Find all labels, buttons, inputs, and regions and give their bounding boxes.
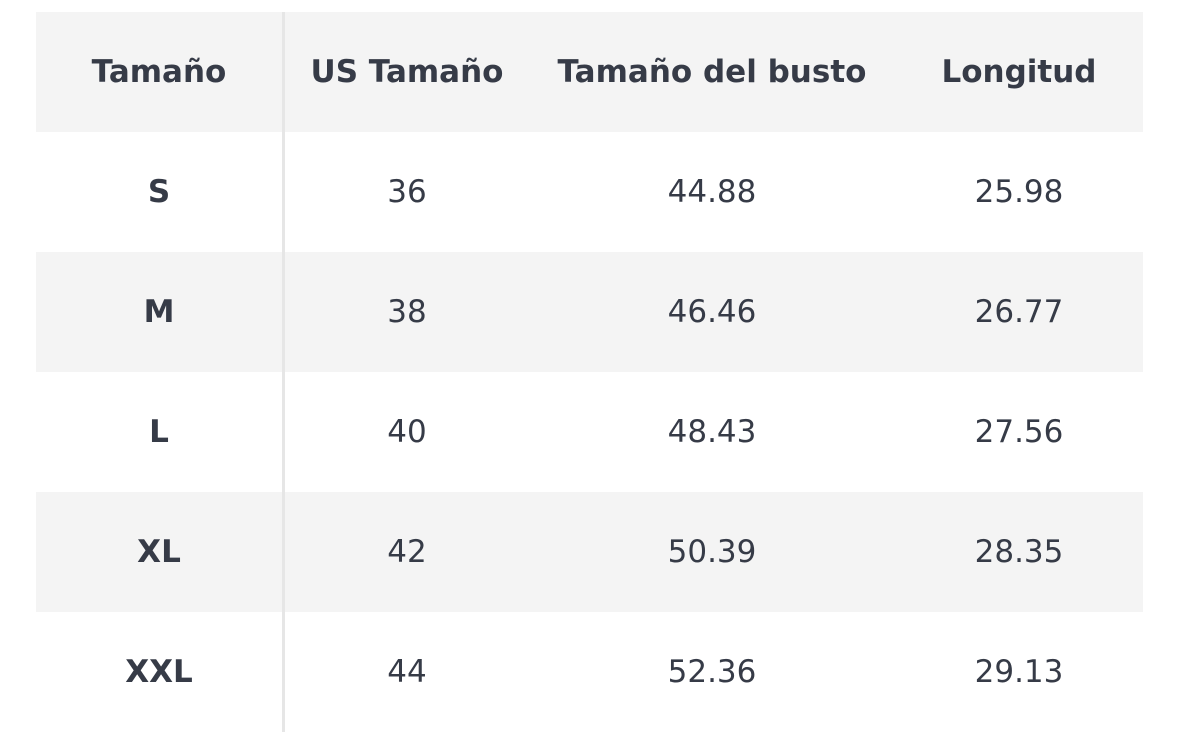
table-row: XL 42 50.39 28.35 xyxy=(36,492,1143,612)
table-cell: 50.39 xyxy=(667,534,757,570)
table-cell: 46.46 xyxy=(667,294,757,330)
table-cell: 26.77 xyxy=(974,294,1064,330)
table-cell: Longitud xyxy=(941,54,1097,90)
table-cell: 27.56 xyxy=(974,414,1064,450)
table-cell: M xyxy=(143,294,175,330)
table-cell: Tamaño xyxy=(91,54,227,90)
table-cell: 25.98 xyxy=(974,174,1064,210)
table-cell: 44.88 xyxy=(667,174,757,210)
table-cell: XL xyxy=(137,534,181,570)
table-cell: 44 xyxy=(387,654,427,690)
table-cell: 36 xyxy=(387,174,427,210)
header-row: Tamaño US Tamaño Tamaño del busto Longitud xyxy=(36,12,1143,132)
table-row: L 40 48.43 27.56 xyxy=(36,372,1143,492)
table-row: XXL 44 52.36 29.13 xyxy=(36,612,1143,732)
table-cell: 28.35 xyxy=(974,534,1064,570)
table-cell: S xyxy=(147,174,171,210)
size-table: Tamaño US Tamaño Tamaño del busto Longitud S… xyxy=(36,12,1143,732)
table-cell: 48.43 xyxy=(667,414,757,450)
table-cell: 40 xyxy=(387,414,427,450)
column-divider xyxy=(282,12,285,732)
table-cell: 52.36 xyxy=(667,654,757,690)
table-cell: Tamaño del busto xyxy=(557,54,867,90)
table-cell: L xyxy=(149,414,169,450)
table-row: S 36 44.88 25.98 xyxy=(36,132,1143,252)
table-cell: US Tamaño xyxy=(310,54,504,90)
table-row: M 38 46.46 26.77 xyxy=(36,252,1143,372)
table-cell: XXL xyxy=(125,654,193,690)
table-cell: 29.13 xyxy=(974,654,1064,690)
table-cell: 42 xyxy=(387,534,427,570)
table-cell: 38 xyxy=(387,294,427,330)
